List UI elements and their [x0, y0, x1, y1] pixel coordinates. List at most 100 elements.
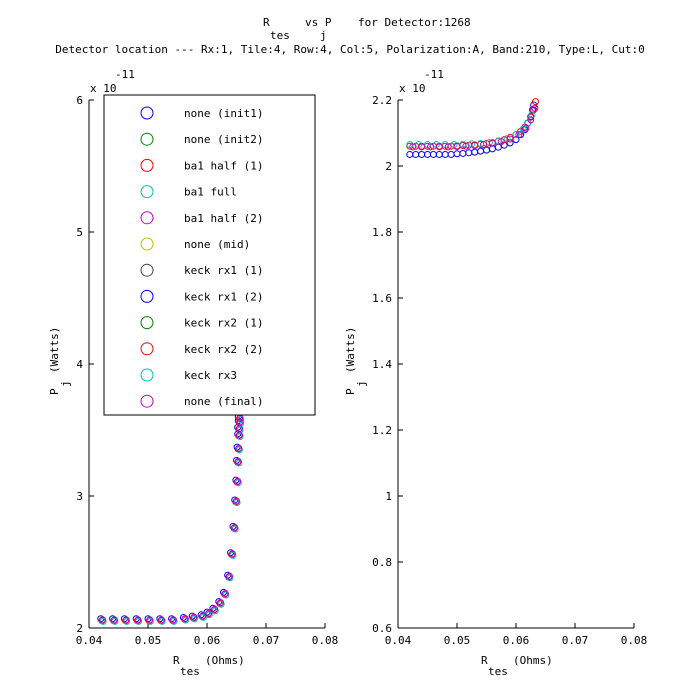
- right-data-point: [444, 143, 452, 151]
- right-y-label: P (Watts): [344, 327, 357, 395]
- left-data-point: [234, 457, 242, 465]
- right-data-point: [418, 143, 426, 151]
- right-data-point: [528, 111, 536, 119]
- left-data-point: [134, 616, 142, 624]
- legend-box: [103, 94, 316, 416]
- legend-marker: [140, 368, 154, 382]
- right-data-point: [485, 139, 493, 147]
- right-ticks: 0.04 0.05 0.06 0.07 0.08 0.6 0.8 1 1.2 1.4 1.6 1.8 2…: [372, 94, 647, 647]
- left-data-point: [122, 616, 130, 624]
- right-data-points: [406, 98, 539, 158]
- right-data-point: [488, 145, 496, 153]
- legend-label: none (init1): [184, 107, 263, 120]
- right-y-tick-label: 1.2: [372, 424, 392, 437]
- right-y-label-sub: j: [355, 380, 368, 387]
- right-y-tick-label: 0.6: [372, 622, 392, 635]
- right-data-point: [531, 104, 539, 112]
- right-data-point: [426, 143, 434, 151]
- right-data-point: [462, 142, 470, 150]
- right-data-point: [515, 131, 523, 139]
- left-data-point: [199, 612, 207, 620]
- right-data-point: [480, 141, 488, 149]
- right-data-point: [429, 150, 437, 158]
- left-y-tick-label: 6: [76, 94, 83, 107]
- legend-label: keck rx1 (2): [184, 290, 263, 303]
- legend-label: none (mid): [184, 238, 250, 251]
- chart-title-line2: Detector location --- Rx:1, Tile:4, Row:…: [55, 43, 644, 56]
- right-data-point: [477, 140, 485, 148]
- left-data-point: [236, 418, 244, 426]
- right-y-tick-label: 1: [385, 490, 392, 503]
- legend-marker: [140, 289, 154, 303]
- legend-label: ba1 full: [184, 186, 237, 199]
- right-data-point: [471, 142, 479, 150]
- right-data-point: [471, 148, 479, 156]
- left-data-point: [169, 616, 177, 624]
- left-data-points: [97, 413, 245, 625]
- right-data-point: [530, 101, 538, 109]
- right-data-point: [522, 124, 530, 132]
- chart-title-sub-j: j: [320, 29, 327, 42]
- chart-title-sub-tes: tes: [270, 29, 290, 42]
- right-data-point: [465, 149, 473, 157]
- left-data-point: [211, 605, 219, 613]
- legend-marker: [140, 185, 154, 199]
- right-x-tick-label: 0.07: [562, 634, 589, 647]
- left-data-point: [190, 613, 198, 621]
- right-plot-panel: -11 x 10 0.04 0.05 0.06 0.07 0.08 0.6 0.8 1 1.2 1…: [344, 68, 647, 678]
- left-exponent-base: x 10: [90, 82, 117, 95]
- left-data-point: [158, 616, 166, 624]
- right-data-point: [483, 146, 490, 154]
- right-exponent-power: -11: [424, 68, 444, 81]
- legend-marker: [140, 132, 154, 146]
- left-data-point: [181, 614, 189, 622]
- right-data-point: [488, 139, 496, 147]
- legend-marker: [140, 316, 154, 330]
- right-data-point: [512, 131, 520, 139]
- legend-label: keck rx2 (2): [184, 343, 263, 356]
- left-exponent-power: -11: [115, 68, 135, 81]
- left-data-point: [235, 424, 243, 432]
- right-data-point: [418, 150, 426, 158]
- right-data-point: [453, 143, 461, 151]
- left-data-point: [235, 444, 243, 452]
- legend: none (init1) none (init2) ba1 half (1) ba1 …: [103, 94, 316, 416]
- right-data-point: [435, 143, 443, 151]
- legend-label: keck rx3: [184, 369, 237, 382]
- legend-label: none (final): [184, 395, 263, 408]
- left-data-point: [225, 572, 233, 580]
- right-x-tick-label: 0.06: [503, 634, 530, 647]
- chart-title-line1: R vs P for Detector:1268: [263, 16, 471, 29]
- right-x-tick-label: 0.08: [621, 634, 648, 647]
- right-y-tick-label: 1.8: [372, 226, 392, 239]
- left-data-point: [205, 609, 213, 617]
- right-data-point: [409, 143, 417, 151]
- left-x-tick-label: 0.05: [135, 634, 162, 647]
- right-data-point: [441, 150, 449, 158]
- right-x-tick-label: 0.05: [444, 634, 471, 647]
- legend-marker: [140, 394, 154, 408]
- left-x-tick-label: 0.07: [253, 634, 280, 647]
- right-x-label: R (Ohms): [481, 654, 553, 667]
- left-data-point: [110, 616, 118, 624]
- left-y-tick-label: 2: [76, 622, 83, 635]
- right-y-tick-label: 0.8: [372, 556, 392, 569]
- legend-marker: [140, 237, 154, 251]
- left-y-label: P (Watts): [48, 327, 61, 395]
- left-data-point: [146, 616, 154, 624]
- right-exponent-base: x 10: [399, 82, 426, 95]
- left-x-tick-label: 0.04: [76, 634, 103, 647]
- left-y-tick-label: 5: [76, 226, 83, 239]
- right-y-tick-label: 2: [385, 160, 392, 173]
- right-data-point: [447, 150, 455, 158]
- right-y-tick-label: 1.4: [372, 358, 392, 371]
- right-data-point: [519, 125, 527, 133]
- legend-marker: [140, 106, 154, 120]
- legend-marker: [140, 211, 154, 225]
- right-data-point: [506, 135, 514, 143]
- legend-marker: [140, 342, 154, 356]
- right-data-point: [503, 135, 511, 143]
- right-data-point: [406, 150, 414, 158]
- left-data-point: [235, 431, 243, 439]
